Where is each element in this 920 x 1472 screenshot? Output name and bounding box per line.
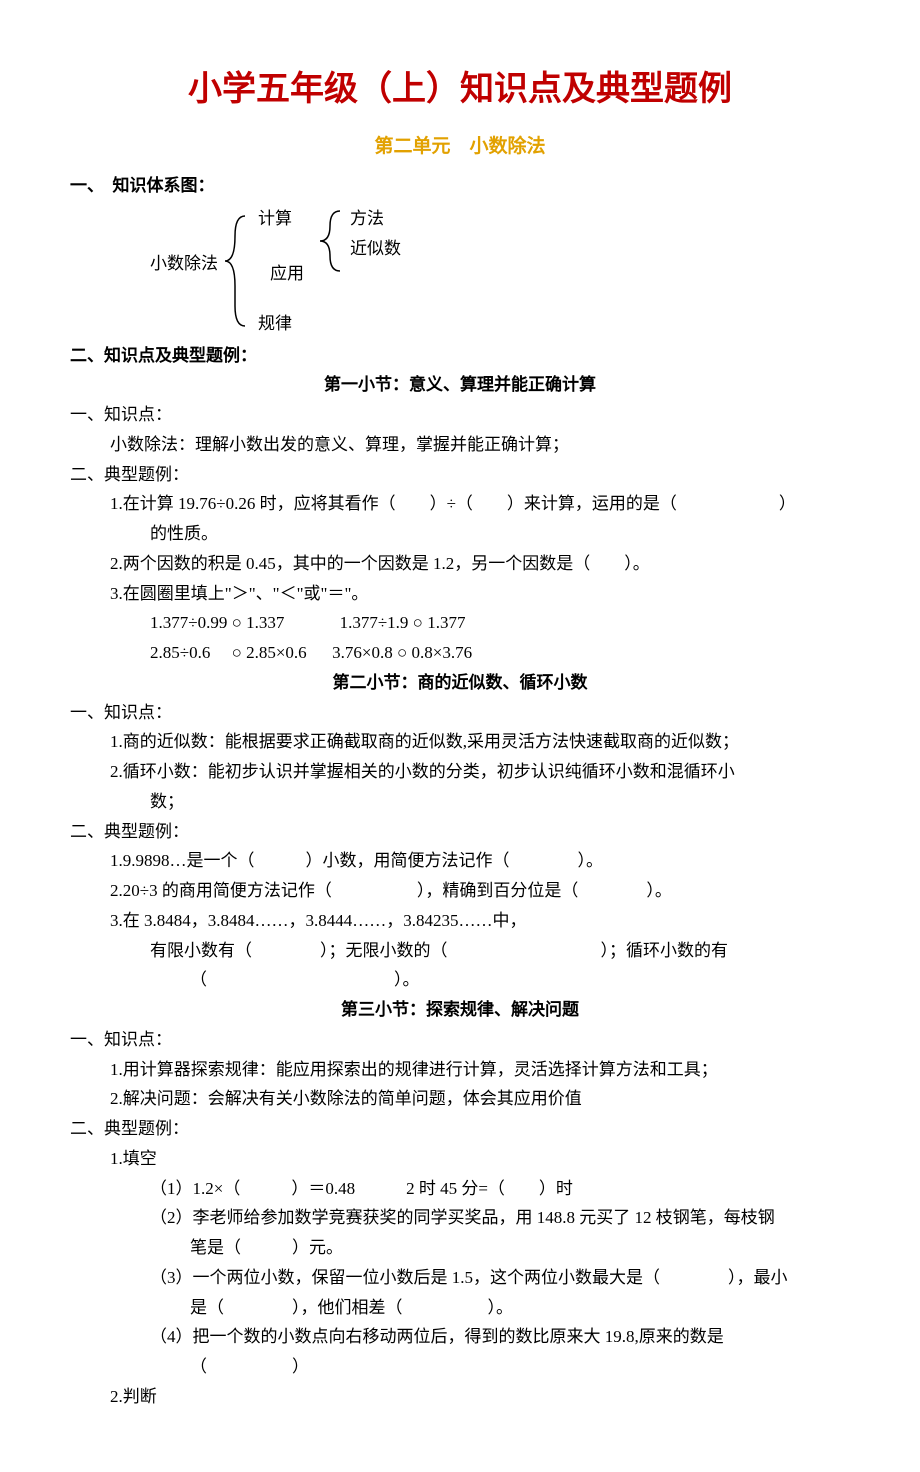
section-1-head: 一、 知识体系图： — [70, 171, 850, 201]
sub3-ex-2: 2.判断 — [70, 1382, 850, 1412]
subsection-1-title: 第一小节：意义、算理并能正确计算 — [70, 370, 850, 400]
sub1-ex-3b: 2.85÷0.6 ○ 2.85×0.6 3.76×0.8 ○ 0.8×3.76 — [70, 638, 850, 668]
sub3-ex-1-2a: （2）李老师给参加数学竞赛获奖的同学买奖品，用 148.8 元买了 12 枝钢笔… — [70, 1203, 850, 1233]
diagram-root: 小数除法 — [150, 249, 218, 279]
sub2-ex-head: 二、典型题例： — [70, 817, 850, 847]
sub1-ex-1a: 1.在计算 19.76÷0.26 时，应将其看作（ ）÷（ ）来计算，运用的是（… — [70, 489, 850, 519]
unit-subtitle: 第二单元 小数除法 — [70, 130, 850, 163]
subsection-3-title: 第三小节：探索规律、解决问题 — [70, 995, 850, 1025]
diagram-branch-3: 规律 — [258, 309, 292, 339]
sub2-kp-2: 2.循环小数：能初步认识并掌握相关的小数的分类，初步认识纯循环小数和混循环小 — [70, 757, 850, 787]
sub1-kp-head: 一、知识点： — [70, 400, 850, 430]
sub1-kp-1: 小数除法：理解小数出发的意义、算理，掌握并能正确计算； — [70, 430, 850, 460]
knowledge-diagram: 小数除法 计算 方法 近似数 应用 规律 — [150, 201, 850, 341]
sub3-ex-1-4a: （4）把一个数的小数点向右移动两位后，得到的数比原来大 19.8,原来的数是 — [70, 1322, 850, 1352]
sub3-kp-2: 2.解决问题：会解决有关小数除法的简单问题，体会其应用价值 — [70, 1084, 850, 1114]
sub3-ex-1-4b: （ ） — [70, 1352, 850, 1382]
sub1-ex-3a: 1.377÷0.99 ○ 1.337 1.377÷1.9 ○ 1.377 — [70, 608, 850, 638]
subsection-2-title: 第二小节：商的近似数、循环小数 — [70, 668, 850, 698]
sub1-ex-3: 3.在圆圈里填上"＞"、"＜"或"＝"。 — [70, 579, 850, 609]
sub2-kp-1: 1.商的近似数：能根据要求正确截取商的近似数,采用灵活方法快速截取商的近似数； — [70, 727, 850, 757]
sub2-kp-head: 一、知识点： — [70, 698, 850, 728]
sub3-ex-1: 1.填空 — [70, 1144, 850, 1174]
sub2-ex-1: 1.9.9898…是一个（ ）小数，用简便方法记作（ ）。 — [70, 846, 850, 876]
sub2-ex-3b: （ ）。 — [70, 965, 850, 995]
sub3-ex-1-3a: （3）一个两位小数，保留一位小数后是 1.5，这个两位小数最大是（ ），最小 — [70, 1263, 850, 1293]
sub3-ex-1-3b: 是（ ），他们相差（ ）。 — [70, 1293, 850, 1323]
sub1-ex-head: 二、典型题例： — [70, 460, 850, 490]
sub3-ex-head: 二、典型题例： — [70, 1114, 850, 1144]
sub3-kp-1: 1.用计算器探索规律：能应用探索出的规律进行计算，灵活选择计算方法和工具； — [70, 1055, 850, 1085]
sub2-ex-3: 3.在 3.8484，3.8484……，3.8444……，3.84235……中， — [70, 906, 850, 936]
sub1-ex-2: 2.两个因数的积是 0.45，其中的一个因数是 1.2，另一个因数是（ ）。 — [70, 549, 850, 579]
diagram-branch-2: 应用 — [270, 259, 304, 289]
sub2-kp-2b: 数； — [70, 787, 850, 817]
main-title: 小学五年级（上）知识点及典型题例 — [70, 60, 850, 120]
sub3-ex-1-1: （1）1.2×（ ）＝0.48 2 时 45 分=（ ）时 — [70, 1174, 850, 1204]
sub3-kp-head: 一、知识点： — [70, 1025, 850, 1055]
diagram-branch-1a: 方法 — [350, 204, 384, 234]
sub3-ex-1-2b: 笔是（ ）元。 — [70, 1233, 850, 1263]
diagram-branch-1: 计算 — [258, 204, 292, 234]
sub2-ex-2: 2.20÷3 的商用简便方法记作（ ），精确到百分位是（ ）。 — [70, 876, 850, 906]
sub1-ex-1b: 的性质。 — [70, 519, 850, 549]
diagram-branch-1b: 近似数 — [350, 234, 401, 264]
sub2-ex-3a: 有限小数有（ ）；无限小数的（ ）；循环小数的有 — [70, 936, 850, 966]
section-2-head: 二、知识点及典型题例： — [70, 341, 850, 371]
